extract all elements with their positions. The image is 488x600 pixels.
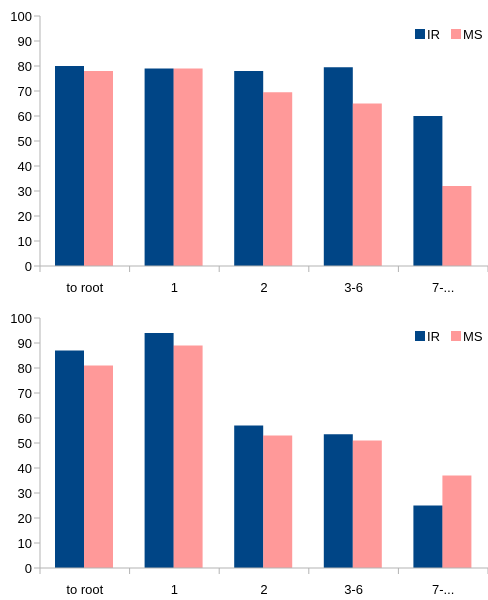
x-category-label: 1 bbox=[171, 582, 178, 597]
y-tick-label: 10 bbox=[18, 536, 32, 551]
y-tick-label: 70 bbox=[18, 84, 32, 99]
x-category-label: 3-6 bbox=[344, 582, 363, 597]
y-tick-label: 20 bbox=[18, 511, 32, 526]
bar-ir-2 bbox=[234, 425, 264, 568]
y-tick-label: 40 bbox=[18, 461, 32, 476]
bar-ms-3 bbox=[352, 440, 382, 568]
bar-chart-top: 0 10 20 30 40 50 60 70 80 90 100 to root 1 2 3-6 7-... I… bbox=[10, 9, 488, 295]
y-tick-label: 60 bbox=[18, 411, 32, 426]
x-category-label: 2 bbox=[260, 582, 267, 597]
y-tick-label: 50 bbox=[18, 134, 32, 149]
bar-ir-4 bbox=[413, 116, 443, 266]
x-category-label: 7-... bbox=[432, 582, 454, 597]
bar-ir-0 bbox=[55, 66, 84, 266]
bar-ms-2 bbox=[263, 435, 293, 568]
legend-label-ir: IR bbox=[427, 27, 440, 42]
legend-swatch-ir bbox=[415, 29, 425, 39]
x-category-label: 7-... bbox=[432, 280, 454, 295]
bar-ms-1 bbox=[173, 345, 203, 568]
y-tick-label: 0 bbox=[25, 561, 32, 576]
y-tick-label: 70 bbox=[18, 386, 32, 401]
x-category-label: 1 bbox=[171, 280, 178, 295]
legend-swatch-ir bbox=[415, 331, 425, 341]
y-tick-label: 40 bbox=[18, 159, 32, 174]
y-tick-label: 30 bbox=[18, 184, 32, 199]
legend-swatch-ms bbox=[451, 29, 461, 39]
legend-label-ms: MS bbox=[463, 27, 483, 42]
bar-ms-0 bbox=[84, 71, 113, 266]
x-category-label: 2 bbox=[260, 280, 267, 295]
bar-ir-1 bbox=[144, 68, 174, 266]
bar-ms-0 bbox=[84, 365, 113, 568]
y-tick-label: 20 bbox=[18, 209, 32, 224]
y-tick-label: 80 bbox=[18, 59, 32, 74]
bar-ir-3 bbox=[323, 434, 353, 568]
bar-ms-2 bbox=[263, 92, 293, 266]
bar-ir-3 bbox=[323, 67, 353, 266]
y-tick-label: 100 bbox=[10, 9, 32, 24]
bar-ms-3 bbox=[352, 103, 382, 266]
legend-swatch-ms bbox=[451, 331, 461, 341]
x-category-label: 3-6 bbox=[344, 280, 363, 295]
y-tick-label: 100 bbox=[10, 311, 32, 326]
x-category-label: to root bbox=[66, 280, 103, 295]
y-tick-label: 30 bbox=[18, 486, 32, 501]
x-category-label: to root bbox=[66, 582, 103, 597]
legend-label-ir: IR bbox=[427, 329, 440, 344]
bar-ir-1 bbox=[144, 333, 174, 568]
y-tick-label: 0 bbox=[25, 259, 32, 274]
y-tick-label: 50 bbox=[18, 436, 32, 451]
y-tick-label: 10 bbox=[18, 234, 32, 249]
bar-ms-1 bbox=[173, 68, 203, 266]
bar-ms-4 bbox=[442, 475, 472, 568]
y-tick-label: 80 bbox=[18, 361, 32, 376]
y-tick-label: 90 bbox=[18, 34, 32, 49]
y-tick-label: 90 bbox=[18, 336, 32, 351]
bar-ir-0 bbox=[55, 350, 84, 568]
bar-chart-bottom: 0 10 20 30 40 50 60 70 80 90 100 to root 1 2 3-6 7-... I… bbox=[10, 311, 488, 597]
bar-ms-4 bbox=[442, 186, 472, 266]
bar-ir-2 bbox=[234, 71, 264, 266]
bar-ir-4 bbox=[413, 505, 443, 568]
y-tick-label: 60 bbox=[18, 109, 32, 124]
legend-label-ms: MS bbox=[463, 329, 483, 344]
